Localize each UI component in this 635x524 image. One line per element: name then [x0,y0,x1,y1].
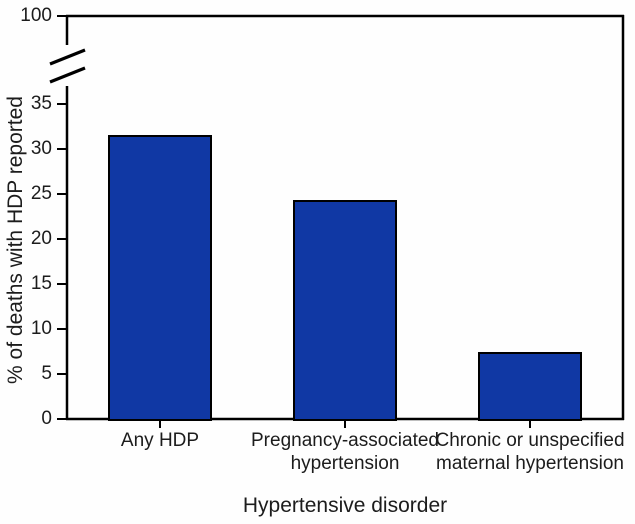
y-tick-mark [57,373,67,375]
x-category-label-line: maternal hypertension [436,453,624,474]
axis-break-icon [49,48,86,84]
x-category-label-line: hypertension [290,453,400,474]
x-category-label: Pregnancy-associated hypertension [227,429,463,475]
x-tick-mark [529,419,531,428]
x-tick-mark [344,419,346,428]
y-tick-mark [57,283,67,285]
y-tick-label: 10 [30,318,52,339]
y-tick-mark [57,148,67,150]
y-tick-label: 20 [30,228,52,249]
x-category-label-line: Pregnancy-associated [251,430,439,451]
bar [478,352,582,421]
x-category-label-line: Chronic or unspecified [435,430,625,451]
y-tick-label: 35 [30,93,52,114]
x-category-label: Any HDP [42,429,278,452]
y-tick-label: 25 [30,183,52,204]
x-category-label: Chronic or unspecified maternal hypertens… [412,429,635,475]
y-tick-mark [57,103,67,105]
y-tick-label: 15 [30,273,52,294]
y-tick-mark [57,193,67,195]
y-axis-title: % of deaths with HDP reported [4,96,27,384]
y-tick-label: 5 [41,363,52,384]
x-category-label-line: Any HDP [120,430,200,451]
y-tick-mark [57,238,67,240]
bar [293,200,397,421]
x-axis-title: Hypertensive disorder [242,494,448,517]
y-tick-mark [57,418,67,420]
x-tick-mark [159,419,161,428]
y-tick-mark-top [57,15,67,17]
y-tick-label-top: 100 [20,5,52,26]
bar [108,135,212,421]
y-tick-mark [57,328,67,330]
y-tick-label: 0 [41,408,52,429]
y-tick-label: 30 [30,138,52,159]
